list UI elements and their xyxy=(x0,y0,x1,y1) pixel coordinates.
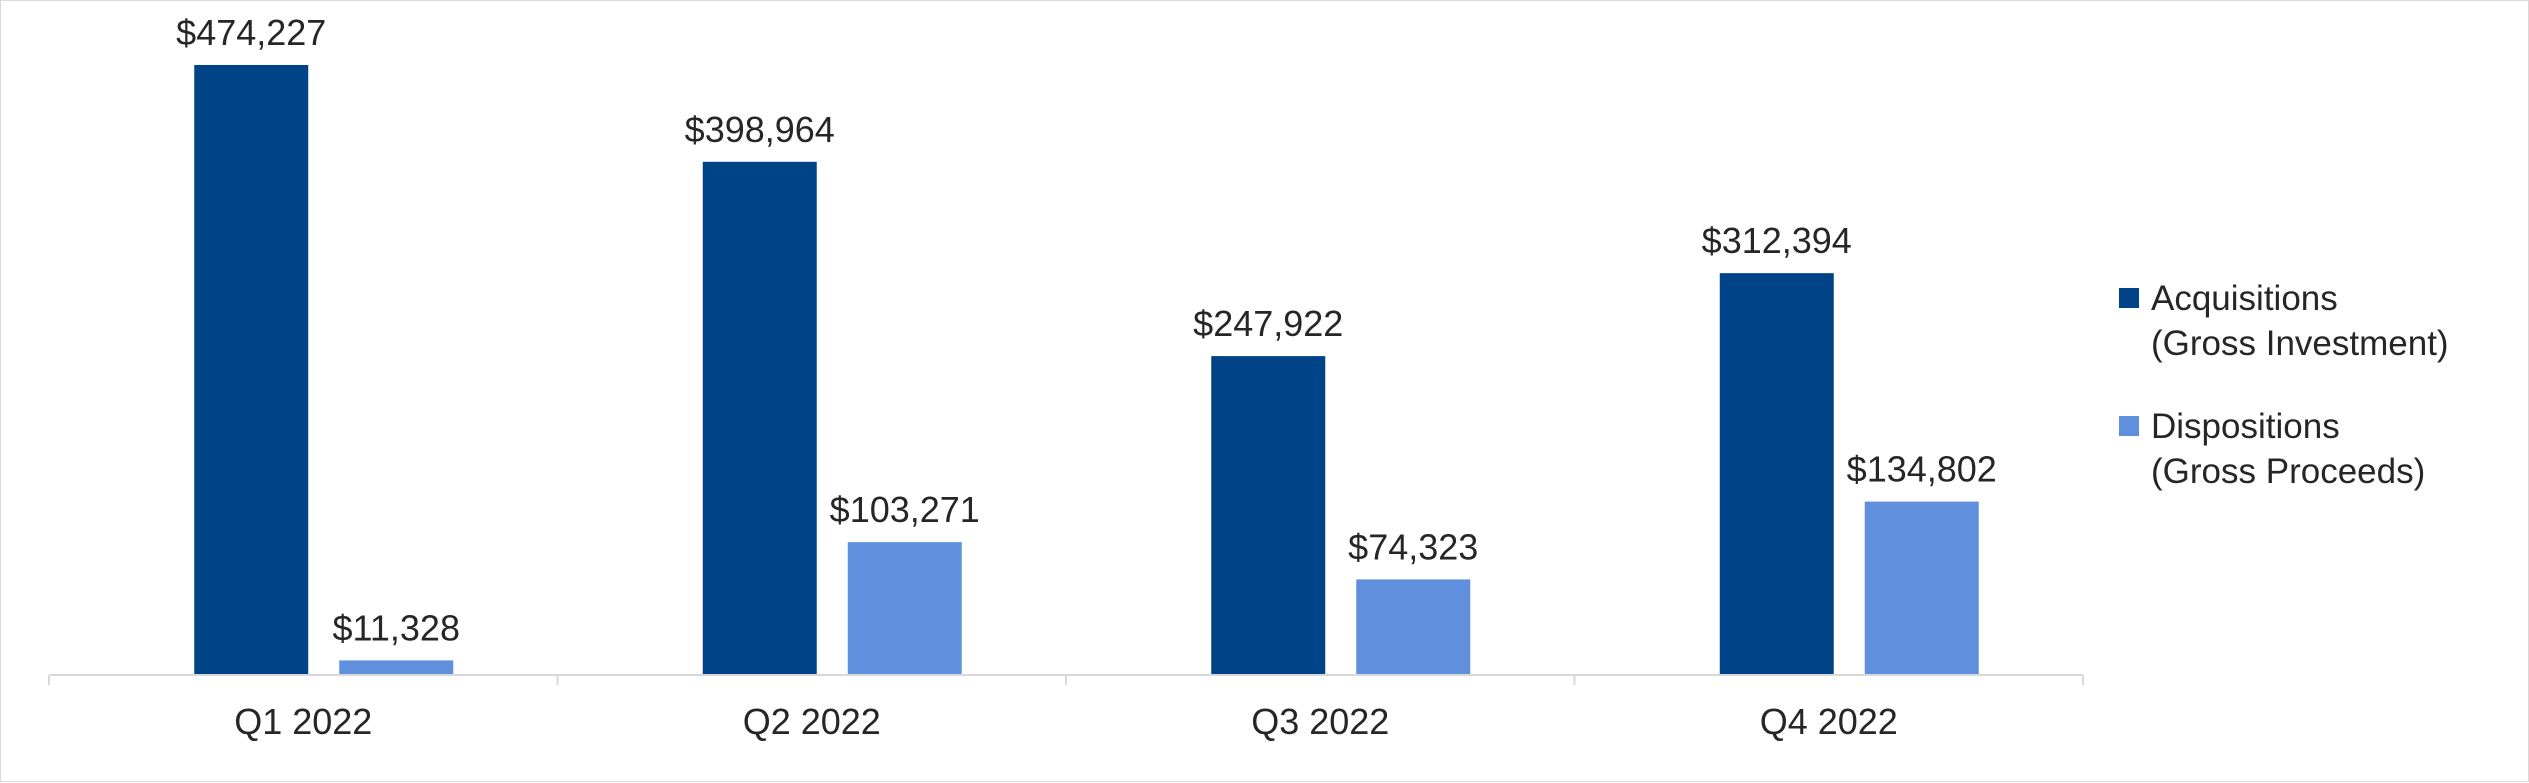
legend-item-dispositions: Dispositions (Gross Proceeds) xyxy=(2119,404,2519,494)
data-label: $247,922 xyxy=(1193,303,1343,344)
bar-acquisitions xyxy=(702,161,817,675)
x-tick-label: Q2 2022 xyxy=(743,701,881,742)
data-label: $11,328 xyxy=(333,607,460,648)
legend-swatch-acquisitions xyxy=(2119,288,2139,308)
bar-acquisitions xyxy=(1211,356,1326,675)
legend: Acquisitions (Gross Investment) Disposit… xyxy=(2119,276,2519,532)
data-label: $74,323 xyxy=(1348,526,1478,567)
data-label: $134,802 xyxy=(1847,449,1997,490)
bar-acquisitions xyxy=(194,65,309,675)
x-tick-label: Q3 2022 xyxy=(1251,701,1389,742)
bar-dispositions xyxy=(339,660,454,675)
legend-label-acquisitions: Acquisitions (Gross Investment) xyxy=(2151,279,2449,363)
bar-acquisitions xyxy=(1719,273,1834,675)
bar-dispositions xyxy=(1356,579,1471,675)
legend-item-acquisitions: Acquisitions (Gross Investment) xyxy=(2119,276,2519,366)
bar-dispositions xyxy=(1864,501,1979,675)
data-label: $312,394 xyxy=(1702,220,1852,261)
data-label: $103,271 xyxy=(830,489,980,530)
x-tick-label: Q4 2022 xyxy=(1760,701,1898,742)
data-label: $398,964 xyxy=(685,109,835,150)
x-tick-label: Q1 2022 xyxy=(234,701,372,742)
bar-dispositions xyxy=(847,542,962,675)
data-label: $474,227 xyxy=(176,12,326,53)
legend-label-dispositions: Dispositions (Gross Proceeds) xyxy=(2151,407,2426,491)
legend-swatch-dispositions xyxy=(2119,416,2139,436)
